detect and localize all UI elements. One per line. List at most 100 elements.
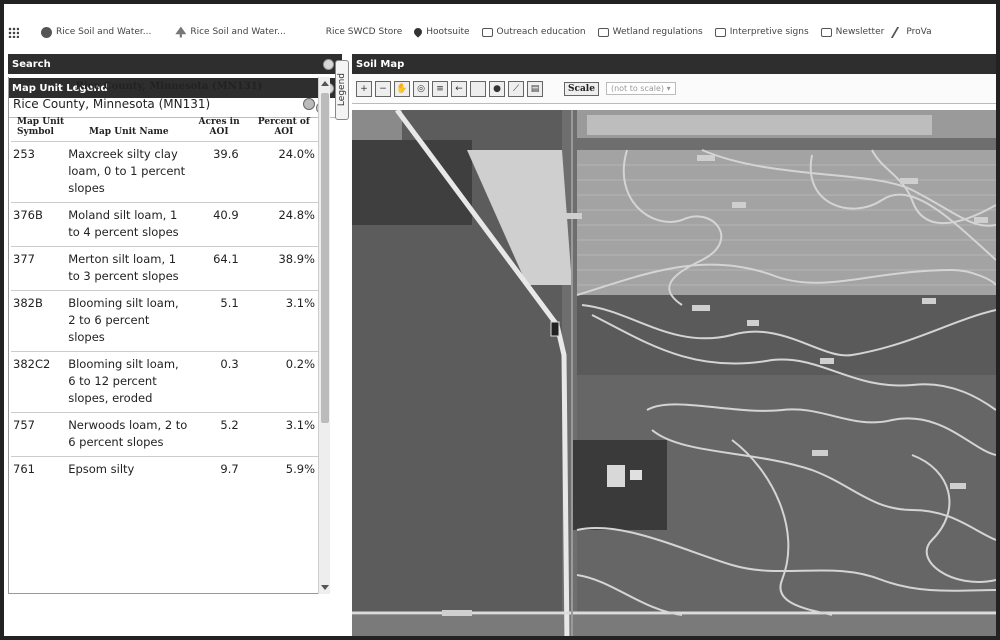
scale-dropdown-value: (not to scale)	[610, 84, 665, 93]
scroll-down-icon[interactable]	[321, 585, 329, 590]
unit-acres: 5.2	[191, 412, 247, 457]
unit-symbol: 377	[11, 246, 67, 291]
unit-name-link[interactable]: Moland silt loam, 1 to 4 percent slopes	[66, 202, 192, 247]
unit-percent: 38.9%	[246, 246, 321, 291]
pen-icon	[891, 26, 906, 38]
aerial-soil-map[interactable]	[352, 110, 996, 640]
bookmark-interpretive-signs[interactable]: Interpretive signs	[714, 27, 809, 37]
field-top-light	[587, 115, 932, 135]
unit-acres: 5.1	[191, 290, 247, 352]
globe-icon	[41, 26, 52, 38]
scale-button[interactable]: Scale	[564, 81, 599, 96]
bookmark-label: Rice SWCD Store	[325, 27, 403, 37]
legend-tab[interactable]: Legend	[335, 60, 349, 120]
bookmark-newsletter[interactable]: Newsletter	[820, 27, 884, 37]
table-row: 376B Moland silt loam, 1 to 4 percent sl…	[11, 202, 321, 247]
highway-road	[394, 110, 570, 636]
unit-name-link[interactable]: Epsom silty	[66, 456, 192, 483]
expand-search-icon[interactable]	[323, 58, 334, 70]
legend-tab-label: Legend	[337, 73, 347, 107]
bookmark-hootsuite[interactable]: Hootsuite	[412, 26, 470, 38]
measure-icon[interactable]: ⟋	[508, 80, 524, 97]
unit-symbol: 761	[11, 456, 67, 483]
unit-name-link[interactable]: Maxcreek silty clay loam, 0 to 1 percent…	[66, 141, 192, 203]
soil-label-marker	[900, 178, 918, 184]
unit-name-link[interactable]: Blooming silt loam, 6 to 12 percent slop…	[66, 351, 192, 413]
soil-label-marker	[732, 202, 746, 208]
unit-percent: 24.8%	[246, 202, 321, 247]
county-title: Rice County, Minnesota (MN131)	[75, 81, 263, 92]
bookmark-wetland-regulations[interactable]: Wetland regulations	[597, 27, 703, 37]
unit-name-link[interactable]: Blooming silt loam, 2 to 6 percent slope…	[66, 290, 192, 352]
bookmark-label: Rice Soil and Water...	[190, 27, 286, 37]
identify-icon[interactable]: ●	[489, 80, 505, 97]
folder-icon	[820, 27, 832, 37]
soil-label-marker	[974, 217, 988, 223]
bookmark-label: Interpretive signs	[729, 27, 809, 37]
bookmark-label: Rice Soil and Water...	[56, 27, 152, 37]
print-icon[interactable]: ▤	[527, 80, 543, 97]
table-row: 382C2 Blooming silt loam, 6 to 12 percen…	[11, 351, 321, 413]
legend-scrollbar[interactable]	[318, 77, 330, 594]
soil-map-panel: Soil Map + − ✋ ◎ ≡ ← ● ⟋ ▤ Scale (not to…	[352, 54, 996, 640]
county-subtitle: Rice County, Minnesota (MN131)	[13, 97, 211, 111]
table-row: 253 Maxcreek silty clay loam, 0 to 1 per…	[11, 141, 321, 203]
blank-tool-icon[interactable]	[470, 80, 486, 97]
soil-label-marker	[820, 358, 834, 364]
soil-label-marker	[697, 155, 715, 161]
bookmark-rice-swcd-store[interactable]: Rice SWCD Store	[326, 27, 403, 37]
bookmarks-bar: Rice Soil and Water... Rice Soil and Wat…	[4, 20, 996, 44]
dark-field-middle	[577, 295, 996, 375]
pan-hand-icon[interactable]: ✋	[394, 80, 410, 97]
back-arrow-icon[interactable]: ←	[451, 80, 467, 97]
map-panel-title: Soil Map	[356, 58, 405, 70]
bookmark-rice-soil-water-2[interactable]: Rice Soil and Water...	[175, 26, 286, 38]
bookmark-outreach-education[interactable]: Outreach education	[481, 27, 586, 37]
soil-label-marker	[950, 483, 966, 489]
folder-icon	[597, 27, 609, 37]
scale-dropdown[interactable]: (not to scale) ▾	[605, 82, 676, 95]
search-panel-title: Search	[12, 58, 51, 70]
scroll-thumb[interactable]	[321, 93, 329, 423]
unit-acres: 0.3	[191, 351, 247, 413]
unit-percent: 0.2%	[246, 351, 321, 413]
soil-label-marker	[442, 610, 472, 616]
map-unit-legend: Rice County, Minnesota (MN131) Rice Coun…	[8, 77, 330, 594]
light-field-north	[467, 150, 572, 285]
apps-button[interactable]	[8, 26, 19, 38]
unit-percent: 3.1%	[246, 290, 321, 352]
bookmark-prova[interactable]: ProVa	[891, 26, 932, 38]
header-acres: Acres in AOI	[198, 117, 240, 137]
search-panel-header[interactable]: Search	[8, 54, 342, 74]
bookmark-label: Wetland regulations	[612, 27, 703, 37]
soil-label-marker	[812, 450, 828, 456]
table-row: 377 Merton silt loam, 1 to 3 percent slo…	[11, 246, 321, 291]
bookmark-rice-soil-water-1[interactable]: Rice Soil and Water...	[41, 26, 152, 38]
unit-acres: 9.7	[191, 456, 247, 483]
field-bottom	[352, 615, 996, 636]
previous-extent-icon[interactable]: ≡	[432, 80, 448, 97]
unit-symbol: 253	[11, 141, 67, 203]
farm-building	[607, 465, 625, 487]
folder-icon	[481, 27, 493, 37]
apps-grid-icon	[8, 26, 19, 38]
zoom-in-icon[interactable]: +	[356, 80, 372, 97]
bookmark-label: ProVa	[906, 27, 932, 37]
unit-symbol: 382C2	[11, 351, 67, 413]
vehicle-on-road	[550, 321, 560, 337]
soil-unit-labels	[442, 155, 988, 616]
full-extent-icon[interactable]: ◎	[413, 80, 429, 97]
unit-name-link[interactable]: Nerwoods loam, 2 to 6 percent slopes	[66, 412, 192, 457]
soil-boundary-lines	[576, 149, 996, 616]
unit-name-link[interactable]: Merton silt loam, 1 to 3 percent slopes	[66, 246, 192, 291]
zoom-to-county-icon[interactable]	[303, 98, 315, 110]
soil-label-marker	[922, 298, 936, 304]
zoom-out-icon[interactable]: −	[375, 80, 391, 97]
unit-percent: 24.0%	[246, 141, 321, 203]
map-toolbar: + − ✋ ◎ ≡ ← ● ⟋ ▤ Scale (not to scale) ▾	[352, 74, 996, 104]
unit-percent: 5.9%	[246, 456, 321, 483]
farm-building	[630, 470, 642, 480]
scroll-up-icon[interactable]	[321, 81, 329, 86]
header-symbol: Map Unit Symbol	[17, 117, 65, 137]
